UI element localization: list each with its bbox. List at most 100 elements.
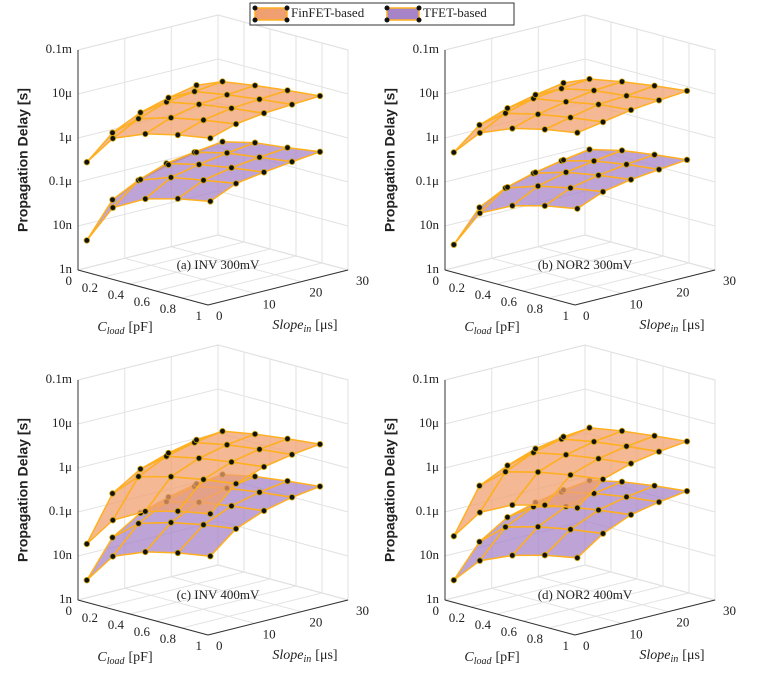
vertex-marker <box>137 109 144 116</box>
vertex-marker <box>595 455 602 462</box>
legend-box <box>249 2 515 26</box>
y-tick-label: 20 <box>309 615 322 630</box>
z-tick-label: 10n <box>53 547 73 562</box>
vertex-marker <box>476 538 483 545</box>
vertex-marker <box>219 78 226 85</box>
vertex-marker <box>288 494 296 501</box>
y-tick-label: 30 <box>723 603 736 618</box>
vertex-marker <box>228 502 235 510</box>
z-tick-label: 0.1m <box>413 371 439 386</box>
vertex-marker <box>595 172 602 179</box>
vertex-marker <box>174 195 182 202</box>
y-tick-label: 20 <box>676 615 689 630</box>
vertex-marker <box>599 118 607 126</box>
z-tick-label: 1n <box>59 261 73 276</box>
x-tick-label: 0.4 <box>108 617 125 632</box>
y-tick-label: 0 <box>216 308 223 323</box>
z-tick-label: 10n <box>420 217 440 232</box>
x-tick-label: 0.6 <box>501 624 518 639</box>
vertex-marker <box>174 549 182 557</box>
vertex-marker <box>165 449 172 457</box>
z-tick-label: 10n <box>420 547 440 562</box>
vertex-marker <box>476 209 484 217</box>
z-tick-label: 10μ <box>419 85 439 100</box>
y-tick-label: 10 <box>630 626 643 641</box>
subplot-label: (d) NOR2 400mV <box>538 587 633 602</box>
x-tick-label: 0.6 <box>134 624 151 639</box>
vertex-marker <box>683 438 691 445</box>
grid-line <box>124 38 255 294</box>
vertex-marker <box>541 501 549 509</box>
legend-marker <box>284 5 290 11</box>
x-tick-label: 0 <box>66 603 73 618</box>
axis-label-main: C <box>464 650 474 665</box>
z-tick-label: 10μ <box>52 85 72 100</box>
axis-label-unit: [μs] <box>315 648 337 663</box>
vertex-marker <box>476 121 483 129</box>
x-tick-label: 0.4 <box>108 287 125 302</box>
vertex-marker <box>623 493 630 501</box>
y-tick-label: 30 <box>356 603 369 618</box>
x-tick-label: 0.8 <box>527 631 543 646</box>
axis-label-sub: in <box>671 324 679 335</box>
vertex-marker <box>502 523 509 531</box>
vertex-marker <box>165 161 172 168</box>
x-tick-label: 0.4 <box>475 617 492 632</box>
vertex-marker <box>618 78 626 85</box>
vertex-marker <box>627 176 635 183</box>
vertex-marker <box>541 551 549 559</box>
vertex-marker <box>142 130 149 138</box>
y-tick-label: 0 <box>583 308 590 323</box>
vertex-marker <box>256 154 263 161</box>
vertex-marker <box>200 177 207 184</box>
vertex-marker <box>655 448 663 455</box>
z-tick-label: 1n <box>426 591 440 606</box>
vertex-marker <box>109 490 116 497</box>
ylabel-axis-label: Slopein [μs] <box>272 318 337 335</box>
vertex-marker <box>135 115 142 122</box>
vertex-marker <box>450 149 458 156</box>
axis-line <box>444 269 576 306</box>
vertex-marker <box>558 85 565 92</box>
vertex-marker <box>207 198 214 205</box>
vertex-marker <box>232 180 240 187</box>
x-tick-label: 0 <box>66 273 73 288</box>
vertex-marker <box>599 476 607 483</box>
x-tick-label: 0.2 <box>449 280 465 295</box>
vertex-marker <box>651 151 658 158</box>
vertex-marker <box>219 428 226 435</box>
vertex-marker <box>586 146 593 153</box>
vertex-marker <box>228 458 235 466</box>
xlabel-axis-label: Cload [pF] <box>464 650 519 667</box>
xlabel-axis-label: Cload [pF] <box>464 320 519 337</box>
z-tick-label: 1μ <box>59 459 73 474</box>
axis-label-unit: [pF] <box>496 650 520 665</box>
vertex-marker <box>567 526 574 533</box>
vertex-marker <box>167 174 175 181</box>
z-axis-label: Propagation Delay [s] <box>382 418 398 562</box>
vertex-marker <box>567 471 574 479</box>
vertex-marker <box>207 510 214 518</box>
vertex-marker <box>532 91 539 99</box>
x-tick-label: 1 <box>196 308 203 323</box>
back-wall <box>584 14 716 271</box>
vertex-marker <box>223 91 231 98</box>
vertex-marker <box>590 157 598 165</box>
z-tick-label: 0.1m <box>413 41 439 56</box>
axis-label-unit: [μs] <box>315 318 337 333</box>
z-tick-label: 0.1μ <box>416 503 439 518</box>
vertex-marker <box>195 101 203 108</box>
vertex-marker <box>200 476 207 483</box>
ylabel-axis-label: Slopein [μs] <box>272 648 337 665</box>
vertex-marker <box>228 105 235 112</box>
vertex-marker <box>683 156 691 164</box>
x-tick-label: 0.2 <box>82 610 98 625</box>
vertex-marker <box>623 161 630 168</box>
vertex-marker <box>476 204 483 211</box>
vertex-marker <box>476 557 484 564</box>
vertex-marker <box>651 432 658 440</box>
vertex-marker <box>174 507 182 515</box>
vertex-marker <box>560 156 567 164</box>
